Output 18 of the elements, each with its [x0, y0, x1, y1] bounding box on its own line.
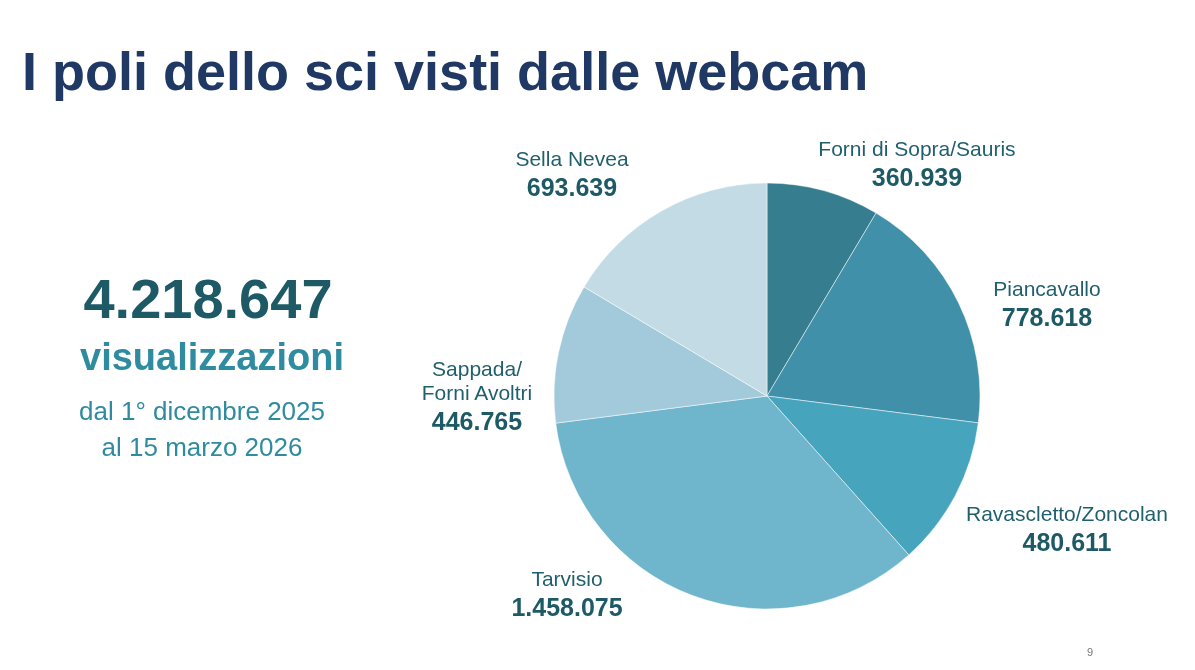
data-label: 480.611	[1022, 528, 1112, 556]
text: al 15 marzo 2026	[101, 432, 303, 462]
slice-label: Tarvisio	[531, 567, 603, 590]
chart-title: I poli dello sci visti dalle webcam	[22, 41, 869, 101]
data-label: 778.618	[1001, 303, 1093, 331]
data-label: 446.765	[431, 407, 523, 435]
slice-label: Ravascletto/Zoncolan	[966, 502, 1168, 525]
text: 4.218.647	[83, 267, 333, 330]
text: 9	[1086, 646, 1094, 658]
slice-label: Forni di Sopra/Sauris	[818, 137, 1016, 160]
data-label: 1.458.075	[511, 593, 623, 621]
slice-label: Sappada/ Forni Avoltri	[421, 357, 533, 404]
text: dal 1° dicembre 2025	[79, 396, 325, 426]
text: visualizzazioni	[80, 336, 344, 378]
slice-label: Sella Nevea	[515, 147, 629, 170]
slice-label: Piancavallo	[993, 277, 1101, 300]
data-label: 693.639	[526, 173, 618, 201]
data-label: 360.939	[871, 163, 963, 191]
